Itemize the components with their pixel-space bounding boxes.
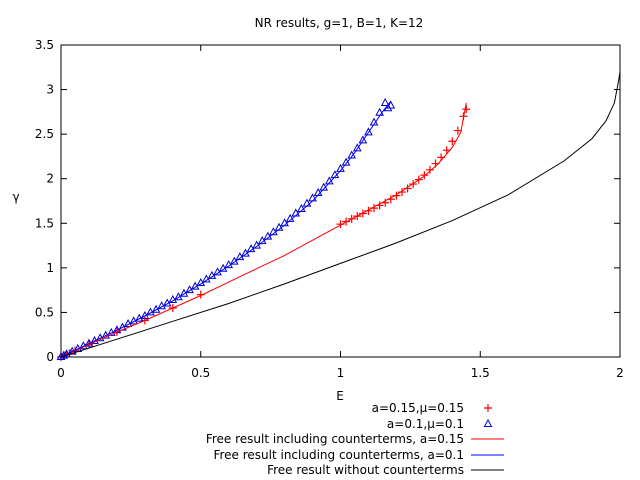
chart-title: NR results, g=1, B=1, K=12 — [255, 16, 424, 30]
data-point — [380, 97, 390, 106]
series-1 — [56, 97, 396, 360]
y-tick-label: 3 — [46, 83, 54, 97]
data-point — [285, 213, 295, 222]
plot-border — [60, 44, 621, 358]
y-tick-label: 0.5 — [35, 305, 54, 319]
data-point — [269, 227, 278, 236]
series-line — [60, 102, 467, 358]
x-tick-label: 0.5 — [191, 366, 210, 380]
y-tick-label: 3.5 — [35, 38, 54, 52]
series-line — [60, 100, 392, 358]
data-point — [420, 171, 429, 180]
data-point — [358, 135, 368, 144]
data-point — [364, 127, 373, 136]
data-point — [274, 222, 284, 231]
data-point — [397, 188, 406, 197]
data-point — [462, 105, 471, 114]
series-layer — [56, 71, 621, 361]
series-3 — [60, 100, 392, 358]
legend-label: a=0.15,μ=0.15 — [372, 401, 464, 415]
axis-ticks: 0 0.5 1 1.5 2 0 0.5 1 1.5 2 2.5 3 3.5 — [35, 38, 624, 380]
data-point — [297, 203, 306, 213]
data-point — [386, 100, 396, 109]
x-tick-label: 0 — [57, 366, 65, 380]
series-0 — [57, 105, 471, 361]
legend-marker-swatch — [483, 418, 493, 427]
data-point — [280, 218, 289, 227]
plot-frame — [60, 44, 621, 358]
y-tick-label: 0 — [46, 350, 54, 364]
y-tick-label: 1.5 — [35, 216, 54, 230]
x-axis-label: E — [336, 389, 344, 403]
x-tick-label: 2 — [616, 366, 624, 380]
data-point — [425, 165, 434, 174]
series-4 — [60, 71, 621, 358]
y-tick-label: 2.5 — [35, 127, 54, 141]
legend-marker-swatch — [484, 404, 492, 412]
data-point — [448, 137, 457, 146]
series-line — [60, 71, 621, 358]
legend-label: Free result including counterterms, a=0.… — [206, 432, 464, 446]
y-axis-label: γ — [12, 190, 19, 204]
series-2 — [60, 102, 467, 358]
x-tick-label: 1 — [337, 366, 345, 380]
y-tick-label: 2 — [46, 172, 54, 186]
legend-label: a=0.1,μ=0.1 — [387, 417, 464, 431]
data-point — [352, 143, 362, 152]
legend-label: Free result without counterterms — [267, 463, 464, 477]
x-tick-label: 1.5 — [471, 366, 490, 380]
legend-label: Free result including counterterms, a=0.… — [213, 448, 464, 462]
y-tick-label: 1 — [46, 261, 54, 275]
data-point — [263, 231, 273, 240]
data-point — [392, 191, 401, 200]
